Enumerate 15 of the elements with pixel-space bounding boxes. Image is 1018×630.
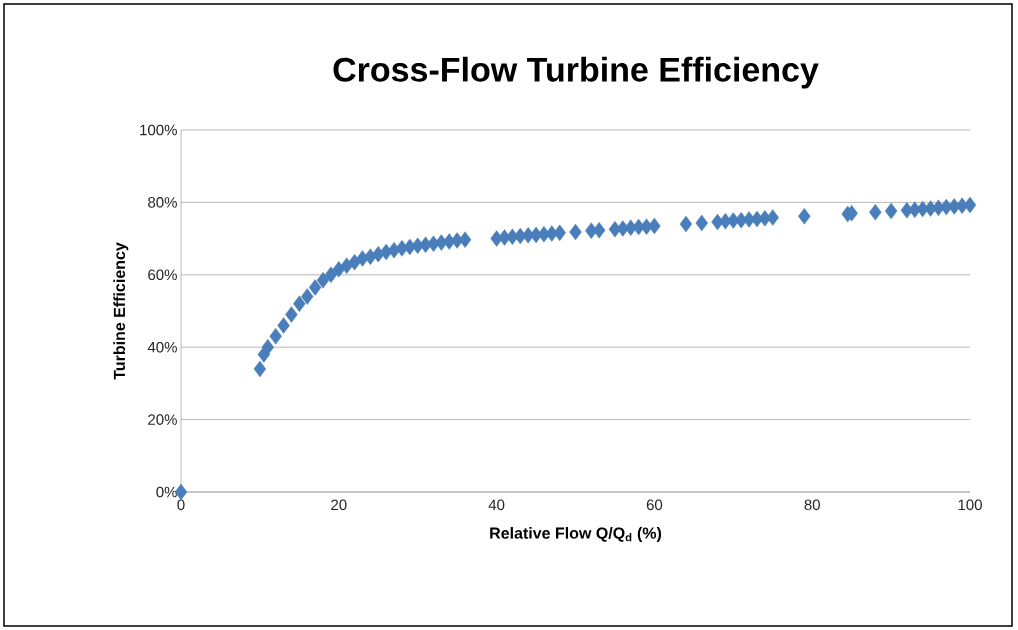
y-tick-label: 80% [148, 197, 177, 208]
y-tick-label: 20% [148, 414, 177, 425]
x-tick-label: 60 [646, 499, 663, 511]
x-tick-label: 0 [177, 499, 185, 511]
y-tick-label: 100% [140, 124, 177, 136]
x-tick-label: 20 [331, 499, 347, 511]
x-tick-label: 100 [958, 499, 982, 511]
y-tick-label: 40% [147, 341, 177, 353]
x-tick-label: 80 [804, 499, 820, 511]
y-tick-label: 0% [156, 486, 177, 498]
x-tick-label: 40 [488, 499, 505, 511]
y-tick-label: 60% [148, 269, 177, 281]
y-axis-title: Turbine Efficiency [113, 242, 129, 380]
chart-title: Cross-Flow Turbine Efficiency [333, 56, 819, 89]
x-axis-title: Relative Flow Q/Q$_{d}$ (%) [490, 527, 662, 542]
